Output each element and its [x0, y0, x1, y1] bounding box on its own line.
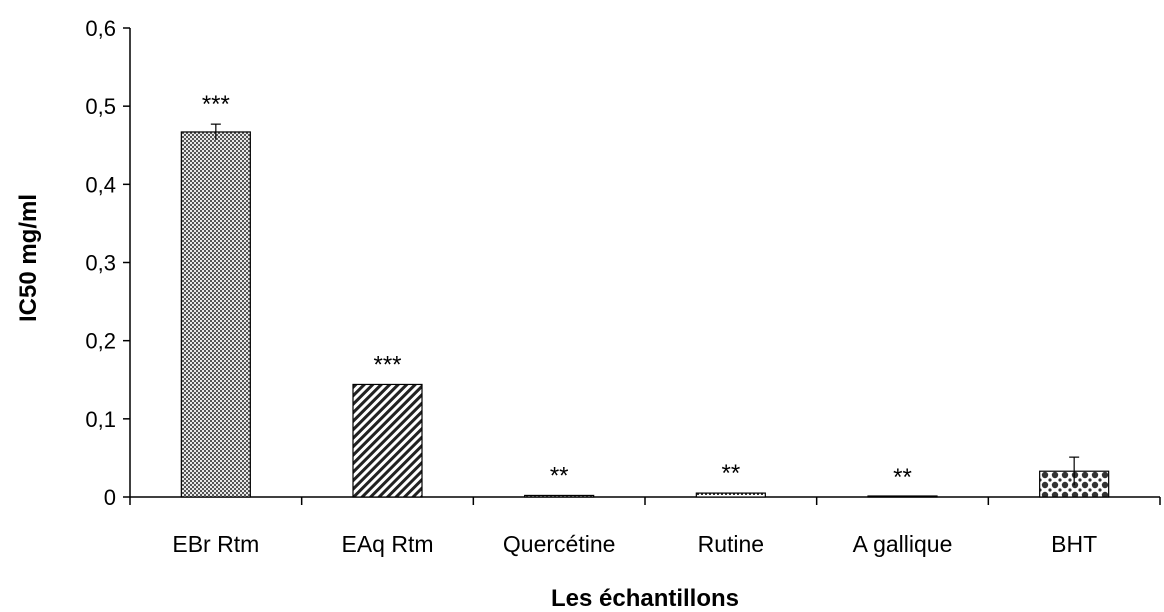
significance-label-1: ***: [373, 351, 401, 378]
bar-0: [180, 131, 251, 498]
significance-label-2: **: [550, 462, 569, 489]
category-label-5: BHT: [1051, 531, 1097, 557]
y-tick-label: 0,5: [85, 94, 116, 119]
significance-label-3: **: [721, 460, 740, 487]
category-label-1: EAq Rtm: [341, 531, 433, 557]
significance-labels: ******** ** **: [202, 91, 912, 491]
error-bars: [210, 123, 1080, 486]
y-tick-label: 0,3: [85, 251, 116, 276]
y-tick-label: 0,4: [85, 172, 116, 197]
category-label-3: Rutine: [698, 531, 764, 557]
category-label-0: EBr Rtm: [172, 531, 259, 557]
category-labels: EBr Rtm EAq Rtm Quercétine Rutine A gallique…: [172, 531, 1097, 557]
y-axis-title: IC50 mg/ml: [15, 194, 42, 322]
category-label-2: Quercétine: [503, 531, 616, 557]
y-tick-label: 0,2: [85, 329, 116, 354]
bar-3: [695, 492, 766, 498]
x-axis-title: Les échantillons: [551, 585, 739, 612]
y-tick-label: 0: [104, 485, 116, 510]
significance-label-4: **: [893, 464, 912, 491]
x-axis: [129, 496, 1161, 505]
category-label-4: A gallique: [853, 531, 953, 557]
significance-label-0: ***: [202, 91, 230, 118]
bar-4: [867, 495, 938, 498]
bars: [180, 131, 1110, 498]
bar-1: [352, 383, 423, 498]
y-tick-label: 0,6: [85, 16, 116, 41]
y-tick-label: 0,1: [85, 407, 116, 432]
y-axis: 0 0,1 0,2 0,3 0,4 0,5 0,6: [85, 16, 131, 510]
bar-2: [524, 494, 595, 498]
